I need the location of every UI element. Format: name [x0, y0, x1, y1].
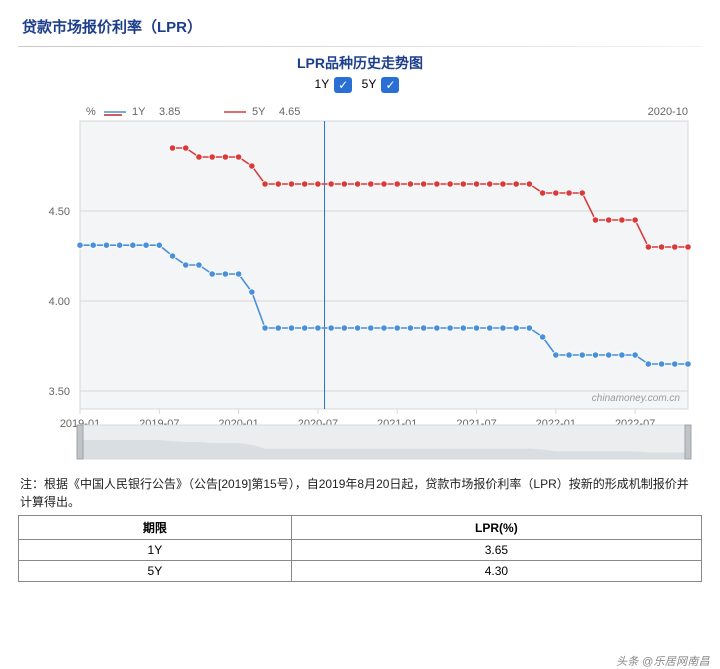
svg-text:1Y: 1Y	[132, 106, 146, 118]
svg-text:4.50: 4.50	[49, 206, 70, 218]
svg-text:%: %	[86, 106, 96, 118]
section-title: 贷款市场报价利率（LPR）	[18, 10, 702, 47]
checkbox-5y[interactable]: ✓	[381, 77, 399, 93]
chart-title: LPR品种历史走势图	[18, 53, 702, 73]
svg-text:3.50: 3.50	[49, 386, 70, 398]
chart-svg: 3.504.004.50%2020-102019-012019-072020-0…	[18, 95, 702, 465]
svg-text:2020-10: 2020-10	[648, 106, 688, 118]
legend-5y-label: 5Y	[362, 77, 376, 91]
th-lpr: LPR(%)	[291, 516, 701, 540]
footnote: 注：根据《中国人民银行公告》（公告[2019]第15号），自2019年8月20日…	[20, 475, 700, 511]
legend-1y-label: 1Y	[315, 77, 329, 91]
svg-text:chinamoney.com.cn: chinamoney.com.cn	[592, 393, 681, 404]
svg-text:4.65: 4.65	[279, 106, 300, 118]
lpr-table: 期限 LPR(%) 1Y 3.65 5Y 4.30	[18, 515, 702, 582]
svg-text:5Y: 5Y	[252, 106, 266, 118]
legend-toggle-row: 1Y ✓ 5Y ✓	[18, 77, 702, 93]
table-row: 1Y 3.65	[19, 540, 702, 561]
table-row: 5Y 4.30	[19, 561, 702, 582]
svg-text:3.85: 3.85	[159, 106, 180, 118]
source-watermark: 头条 @乐居网南昌	[616, 653, 710, 669]
th-term: 期限	[19, 516, 292, 540]
svg-text:4.00: 4.00	[49, 296, 70, 308]
checkbox-1y[interactable]: ✓	[334, 77, 352, 93]
lpr-chart[interactable]: 3.504.004.50%2020-102019-012019-072020-0…	[18, 95, 702, 465]
